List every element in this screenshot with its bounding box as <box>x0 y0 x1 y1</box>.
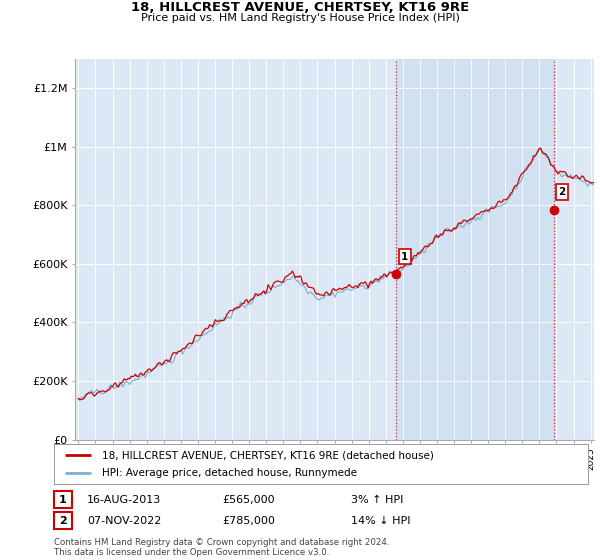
Text: Contains HM Land Registry data © Crown copyright and database right 2024.
This d: Contains HM Land Registry data © Crown c… <box>54 538 389 557</box>
Text: 16-AUG-2013: 16-AUG-2013 <box>87 494 161 505</box>
Text: 14% ↓ HPI: 14% ↓ HPI <box>351 516 410 526</box>
Text: 18, HILLCREST AVENUE, CHERTSEY, KT16 9RE: 18, HILLCREST AVENUE, CHERTSEY, KT16 9RE <box>131 1 469 14</box>
Bar <box>397 59 554 440</box>
Text: £785,000: £785,000 <box>222 516 275 526</box>
Text: 1: 1 <box>59 494 67 505</box>
Text: 3% ↑ HPI: 3% ↑ HPI <box>351 494 403 505</box>
Text: 2: 2 <box>59 516 67 526</box>
Text: Price paid vs. HM Land Registry's House Price Index (HPI): Price paid vs. HM Land Registry's House … <box>140 13 460 24</box>
Text: 1: 1 <box>401 251 409 262</box>
Text: 2: 2 <box>559 187 566 197</box>
Text: 07-NOV-2022: 07-NOV-2022 <box>87 516 161 526</box>
Text: 18, HILLCREST AVENUE, CHERTSEY, KT16 9RE (detached house): 18, HILLCREST AVENUE, CHERTSEY, KT16 9RE… <box>102 450 434 460</box>
Text: £565,000: £565,000 <box>222 494 275 505</box>
Text: HPI: Average price, detached house, Runnymede: HPI: Average price, detached house, Runn… <box>102 468 357 478</box>
